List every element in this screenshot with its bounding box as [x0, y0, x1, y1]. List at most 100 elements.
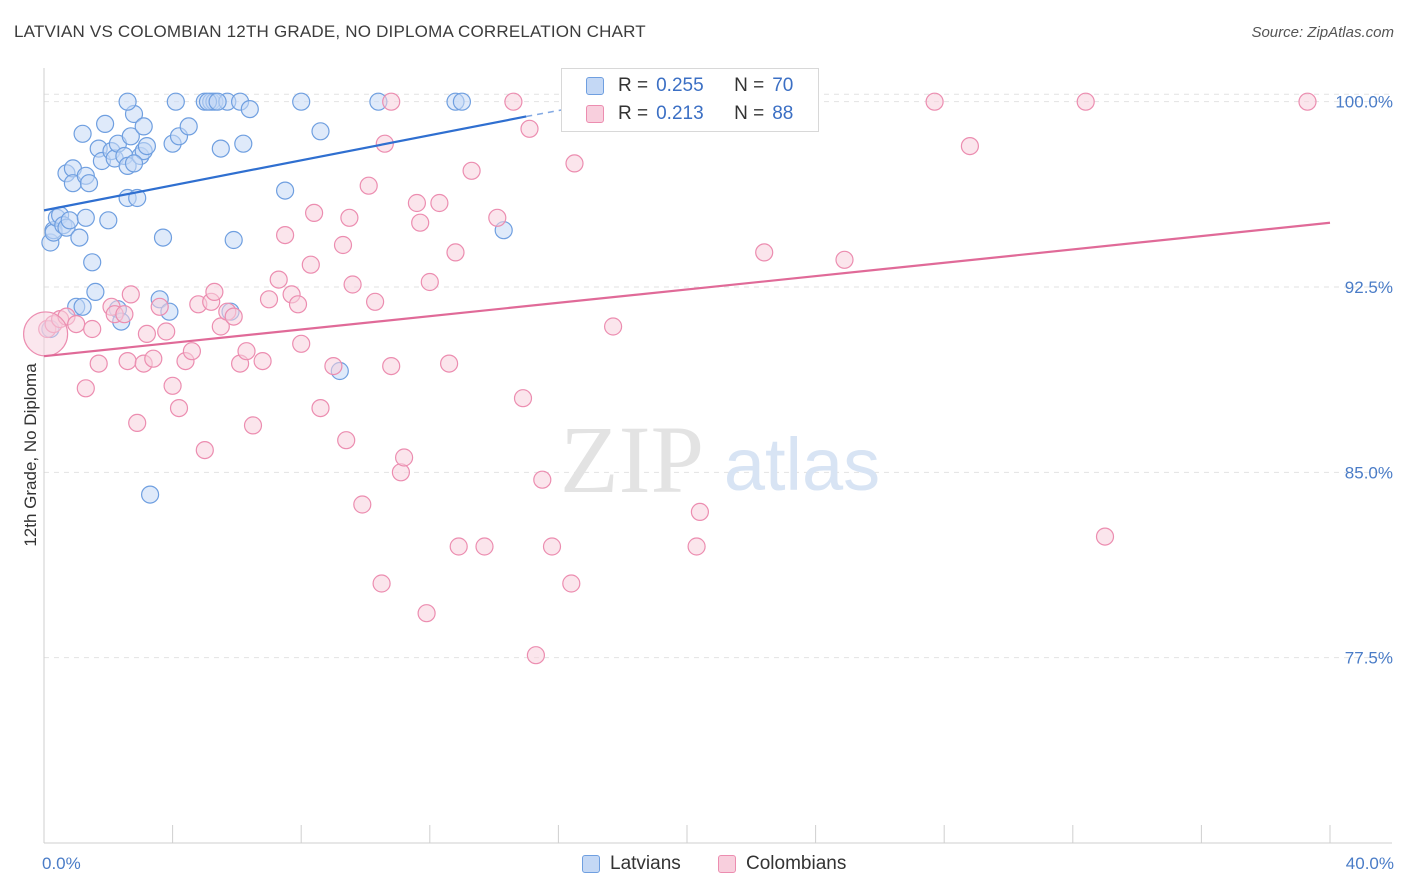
data-point-cluster [23, 311, 69, 357]
data-point-colombians [562, 574, 581, 593]
data-point-latvians [240, 99, 259, 119]
data-point-colombians [755, 243, 774, 262]
data-point-latvians [179, 117, 198, 136]
data-point-colombians [205, 282, 224, 301]
bottom-legend-label: Latvians [610, 853, 681, 874]
trend-line-colombians [43, 221, 1331, 358]
data-point-colombians [333, 235, 353, 255]
data-point-colombians [449, 537, 468, 556]
data-points [23, 92, 1317, 665]
data-point-colombians [430, 193, 449, 213]
data-point-colombians [925, 92, 944, 111]
data-point-colombians [417, 604, 436, 623]
stats-legend: R = 0.255 N = 70 R = 0.213 N = 88 [561, 68, 819, 132]
y-tick-label: 100.0% [1335, 93, 1393, 112]
data-point-colombians [311, 399, 330, 418]
watermark: ZIP atlas [560, 406, 880, 513]
legend-n-value: 88 [772, 103, 794, 124]
data-point-latvians [276, 181, 295, 200]
data-point-latvians [79, 174, 99, 193]
legend-swatch-colombians [586, 105, 604, 123]
legend-n-value: 70 [772, 75, 794, 96]
data-point-latvians [86, 282, 105, 301]
data-point-colombians [462, 161, 481, 180]
y-tick-label: 77.5% [1345, 649, 1393, 668]
data-point-colombians [76, 379, 95, 398]
axes [43, 68, 1392, 844]
series-colombians [38, 92, 1317, 665]
data-point-colombians [407, 193, 426, 213]
legend-row-latvians: R = 0.255 N = 70 [586, 73, 793, 99]
data-point-colombians [366, 292, 385, 311]
data-point-colombians [243, 416, 263, 435]
data-point-colombians [687, 537, 706, 556]
watermark-zip: ZIP [560, 406, 704, 513]
data-point-colombians [253, 352, 272, 371]
data-point-colombians [237, 342, 256, 361]
data-point-colombians [340, 208, 359, 227]
data-point-colombians [440, 354, 459, 373]
data-point-colombians [603, 317, 623, 336]
y-tick-label: 92.5% [1345, 278, 1393, 297]
data-point-colombians [118, 352, 137, 371]
data-point-latvians [137, 137, 156, 156]
data-point-colombians [343, 275, 362, 294]
legend-r-value: 0.213 [656, 103, 704, 124]
data-point-latvians [134, 117, 153, 136]
data-point-colombians [353, 495, 372, 514]
gridlines [44, 93, 1392, 659]
data-point-colombians [391, 463, 410, 482]
data-point-colombians [276, 226, 295, 245]
data-point-latvians [73, 297, 92, 316]
data-point-colombians [526, 646, 546, 665]
data-point-colombians [182, 342, 201, 361]
source-credit: Source: ZipAtlas.com [1251, 24, 1394, 41]
data-point-colombians [565, 154, 584, 173]
data-point-latvians [211, 139, 230, 158]
legend-n-label: N = [734, 75, 765, 96]
bottom-legend-label: Colombians [746, 853, 847, 874]
y-axis-label: 12th Grade, No Diploma [21, 363, 40, 547]
data-point-colombians [89, 354, 108, 373]
data-point-colombians [835, 250, 854, 269]
data-point-latvians [73, 124, 92, 143]
series-latvians [41, 92, 513, 504]
data-point-latvians [166, 92, 185, 111]
data-point-colombians [513, 389, 533, 408]
trend-line-latvians [43, 115, 527, 212]
data-point-colombians [292, 334, 311, 353]
data-point-colombians [301, 255, 320, 274]
data-point-colombians [446, 243, 465, 262]
data-point-latvians [234, 134, 253, 153]
data-point-colombians [359, 176, 378, 195]
data-point-colombians [269, 270, 288, 289]
data-point-colombians [395, 448, 414, 467]
data-point-latvians [83, 253, 102, 272]
data-point-colombians [67, 315, 86, 334]
data-point-latvians [452, 92, 471, 111]
data-point-latvians [118, 92, 137, 111]
data-point-latvians [60, 211, 79, 230]
data-point-colombians [115, 305, 134, 324]
data-point-colombians [224, 307, 243, 326]
legend-n-label: N = [734, 103, 765, 124]
data-point-colombians [337, 431, 356, 450]
data-point-colombians [157, 322, 176, 341]
data-point-colombians [288, 295, 308, 314]
data-point-colombians [542, 537, 562, 556]
chart-title: LATVIAN VS COLOMBIAN 12TH GRADE, NO DIPL… [14, 22, 646, 41]
data-point-latvians [311, 122, 330, 141]
data-point-latvians [70, 228, 89, 247]
legend-swatch-latvians [586, 77, 604, 95]
data-point-colombians [305, 203, 324, 222]
watermark-atlas: atlas [724, 423, 880, 506]
bottom-legend-colombians: Colombians [718, 851, 846, 877]
data-point-colombians [137, 324, 156, 343]
data-point-colombians [163, 376, 182, 395]
bottom-legend-latvians: Latvians [582, 851, 681, 877]
data-point-colombians [533, 470, 552, 489]
data-point-colombians [150, 297, 169, 316]
data-point-latvians [141, 485, 160, 504]
data-point-latvians [224, 230, 243, 250]
